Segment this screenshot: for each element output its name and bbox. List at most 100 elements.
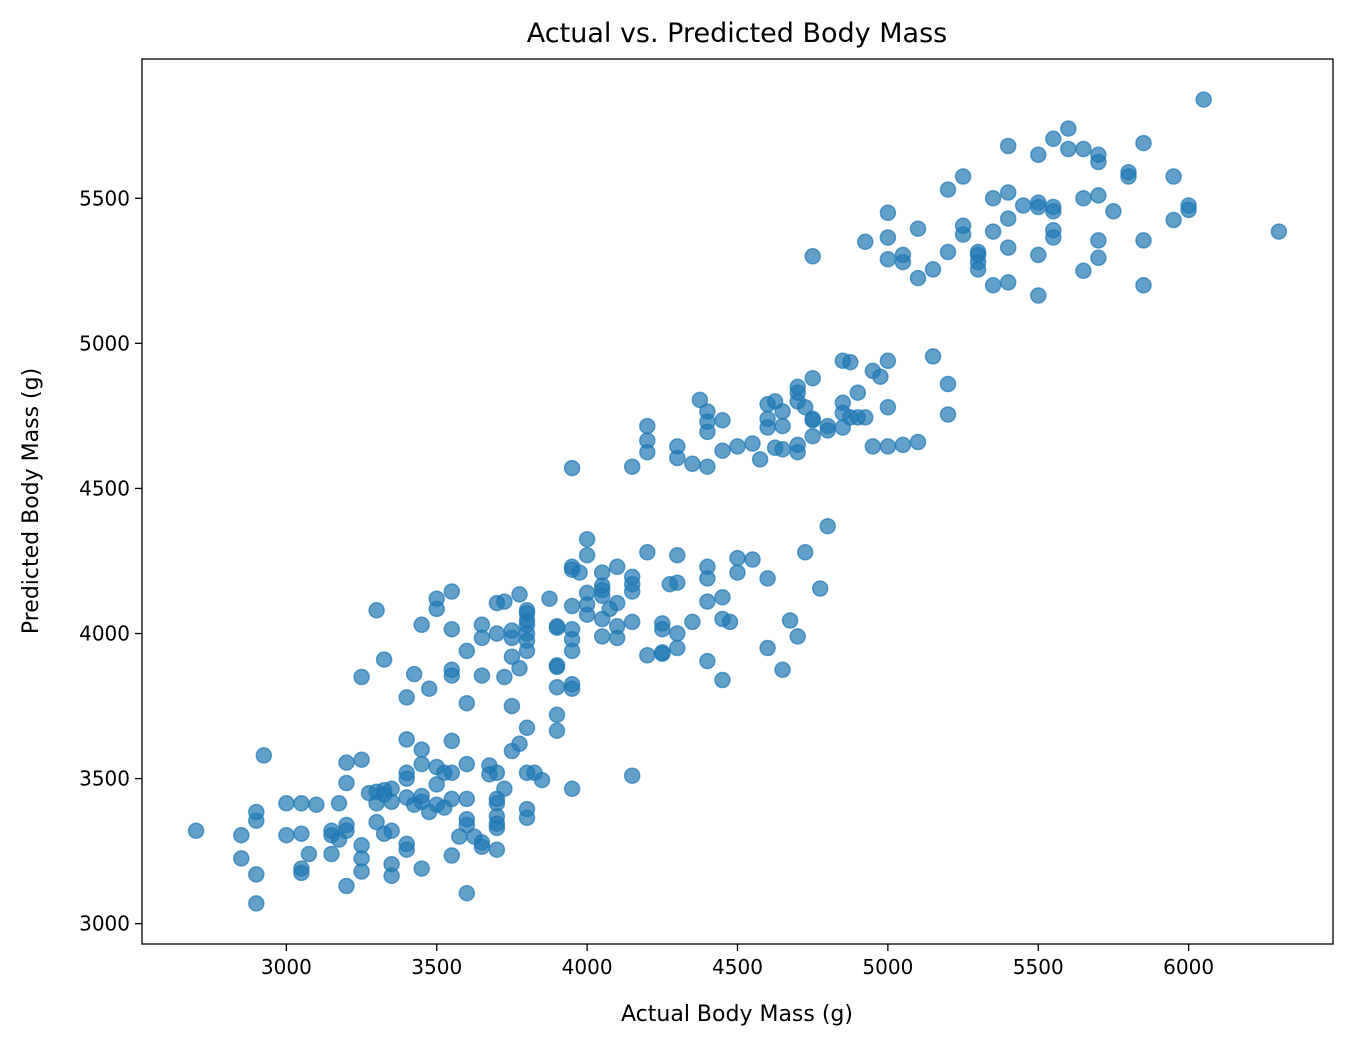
data-point-110 bbox=[511, 586, 528, 603]
data-point-313 bbox=[1270, 223, 1288, 240]
data-point-144 bbox=[571, 564, 588, 581]
data-point-289 bbox=[1045, 203, 1062, 220]
data-point-201 bbox=[729, 549, 746, 567]
data-point-286 bbox=[1030, 287, 1047, 304]
data-point-192 bbox=[699, 593, 716, 610]
data-point-294 bbox=[1075, 140, 1092, 158]
data-point-226 bbox=[804, 248, 821, 265]
data-point-244 bbox=[857, 409, 874, 426]
data-point-189 bbox=[699, 458, 716, 475]
x-tick-label: 4000 bbox=[562, 955, 613, 979]
data-point-45 bbox=[398, 689, 415, 706]
data-point-246 bbox=[864, 438, 882, 455]
data-point-146 bbox=[578, 546, 596, 564]
y-tick-label: 4500 bbox=[79, 476, 130, 500]
data-point-164 bbox=[623, 583, 641, 600]
data-point-203 bbox=[744, 435, 761, 452]
data-point-55 bbox=[413, 741, 430, 758]
data-point-248 bbox=[879, 204, 897, 222]
data-point-225 bbox=[796, 544, 814, 561]
chart-title: Actual vs. Predicted Body Mass bbox=[527, 18, 947, 49]
data-point-278 bbox=[999, 210, 1017, 227]
data-point-223 bbox=[789, 628, 806, 645]
data-point-108 bbox=[503, 697, 521, 715]
data-point-158 bbox=[608, 594, 626, 612]
data-point-72 bbox=[443, 667, 461, 684]
data-point-296 bbox=[1075, 262, 1092, 280]
data-point-46 bbox=[398, 731, 415, 748]
data-point-281 bbox=[1014, 197, 1032, 214]
data-point-179 bbox=[669, 546, 686, 564]
data-point-301 bbox=[1090, 249, 1107, 267]
data-point-241 bbox=[849, 384, 867, 401]
data-point-106 bbox=[503, 629, 521, 647]
data-point-261 bbox=[924, 348, 942, 365]
data-point-42 bbox=[383, 822, 400, 840]
x-tick-label: 5500 bbox=[1013, 955, 1064, 979]
data-point-264 bbox=[939, 375, 957, 393]
data-point-41 bbox=[383, 793, 400, 811]
data-point-102 bbox=[496, 593, 513, 610]
data-point-200 bbox=[729, 438, 746, 455]
data-point-14 bbox=[300, 845, 318, 863]
data-point-199 bbox=[721, 613, 739, 631]
data-point-80 bbox=[458, 755, 476, 773]
data-point-196 bbox=[714, 589, 731, 606]
data-point-84 bbox=[458, 884, 476, 902]
data-point-155 bbox=[593, 628, 611, 645]
data-point-180 bbox=[669, 574, 686, 591]
data-point-299 bbox=[1090, 187, 1107, 204]
data-point-276 bbox=[999, 137, 1017, 155]
data-point-265 bbox=[939, 406, 957, 423]
data-point-24 bbox=[338, 822, 355, 840]
data-point-22 bbox=[338, 774, 355, 792]
data-point-231 bbox=[811, 580, 829, 597]
data-point-214 bbox=[774, 417, 791, 435]
data-point-188 bbox=[699, 423, 716, 441]
data-point-257 bbox=[909, 220, 927, 237]
data-point-256 bbox=[894, 436, 912, 454]
data-point-311 bbox=[1180, 201, 1197, 219]
data-point-249 bbox=[879, 229, 897, 246]
data-point-153 bbox=[593, 587, 611, 605]
data-point-175 bbox=[654, 645, 671, 663]
data-point-308 bbox=[1165, 168, 1182, 185]
data-point-52 bbox=[405, 665, 423, 683]
data-point-7 bbox=[255, 747, 273, 764]
data-point-26 bbox=[353, 668, 370, 686]
data-point-59 bbox=[413, 860, 430, 877]
data-point-133 bbox=[548, 722, 566, 739]
y-axis-ticks: 3000 3500 4000 4500 5000 5500 bbox=[79, 186, 142, 936]
data-point-198 bbox=[714, 671, 731, 689]
data-point-69 bbox=[443, 583, 461, 600]
data-point-21 bbox=[338, 754, 355, 771]
data-point-252 bbox=[879, 398, 897, 416]
y-tick-label: 5500 bbox=[79, 186, 130, 210]
data-point-130 bbox=[548, 658, 566, 676]
data-point-275 bbox=[984, 277, 1002, 294]
data-point-8 bbox=[278, 795, 295, 812]
data-point-309 bbox=[1165, 211, 1182, 229]
data-point-306 bbox=[1135, 232, 1152, 249]
data-point-282 bbox=[1030, 146, 1047, 164]
data-point-239 bbox=[842, 353, 859, 371]
data-point-247 bbox=[872, 368, 889, 385]
data-point-217 bbox=[781, 612, 799, 629]
data-point-48 bbox=[398, 770, 415, 787]
data-point-284 bbox=[1030, 198, 1047, 216]
data-point-304 bbox=[1120, 168, 1137, 185]
data-point-4 bbox=[248, 812, 265, 829]
data-point-54 bbox=[413, 616, 430, 634]
x-axis-ticks: 3000 3500 4000 4500 5000 5500 6000 bbox=[261, 944, 1214, 979]
data-point-5 bbox=[248, 866, 265, 883]
data-point-51 bbox=[398, 841, 415, 858]
y-axis-label: Predicted Body Mass (g) bbox=[19, 368, 44, 634]
data-point-291 bbox=[1045, 229, 1062, 246]
data-point-15 bbox=[308, 796, 325, 813]
data-point-143 bbox=[563, 780, 581, 798]
data-point-87 bbox=[473, 629, 491, 647]
data-point-27 bbox=[353, 751, 370, 768]
points-layer bbox=[187, 91, 1288, 912]
data-point-171 bbox=[639, 647, 656, 664]
